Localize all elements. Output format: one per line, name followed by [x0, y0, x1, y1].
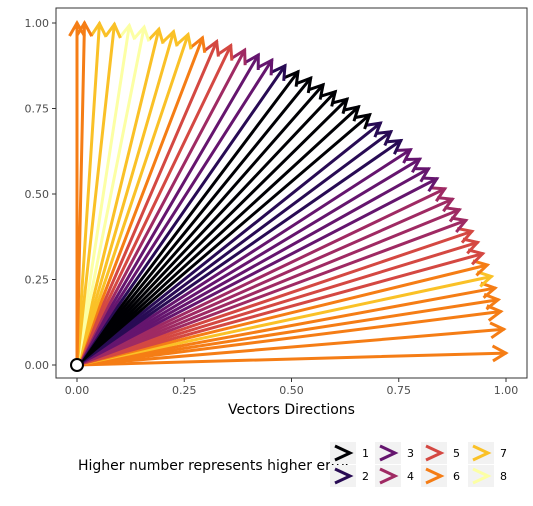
legend-key-3: 3 — [375, 442, 414, 464]
y-tick-label: 0.25 — [25, 274, 50, 287]
x-axis: 0.00 0.25 0.50 0.75 1.00 — [65, 378, 519, 397]
legend-label: 6 — [453, 470, 460, 483]
legend-label: 5 — [453, 447, 460, 460]
y-tick-label: 0.00 — [25, 359, 50, 372]
y-tick-label: 0.50 — [25, 188, 50, 201]
arrows-layer — [70, 23, 506, 365]
x-tick-label: 0.75 — [387, 384, 412, 397]
legend-key-4: 4 — [375, 465, 414, 487]
legend-key-8: 8 — [468, 465, 507, 487]
x-axis-title: Vectors Directions — [228, 402, 355, 418]
origin-marker — [71, 359, 83, 371]
legend-label: 4 — [407, 470, 414, 483]
legend-key-5: 5 — [421, 442, 460, 464]
legend-label: 2 — [362, 470, 369, 483]
y-axis: 0.00 0.25 0.50 0.75 1.00 — [25, 17, 57, 372]
y-tick-label: 0.75 — [25, 103, 50, 116]
legend-label: 3 — [407, 447, 414, 460]
legend-key-1: 1 — [330, 442, 369, 464]
x-tick-label: 0.25 — [172, 384, 197, 397]
vector-arrow — [77, 150, 410, 365]
legend-key-7: 7 — [468, 442, 507, 464]
legend-title: Higher number represents higher error — [78, 458, 351, 474]
legend: Higher number represents higher error 1 2… — [78, 442, 507, 487]
x-tick-label: 1.00 — [494, 384, 519, 397]
legend-label: 8 — [500, 470, 507, 483]
legend-key-6: 6 — [421, 465, 460, 487]
legend-key-2: 2 — [330, 465, 369, 487]
y-tick-label: 1.00 — [25, 17, 50, 30]
legend-label: 7 — [500, 447, 507, 460]
x-tick-label: 0.50 — [279, 384, 304, 397]
legend-label: 1 — [362, 447, 369, 460]
x-tick-label: 0.00 — [65, 384, 90, 397]
